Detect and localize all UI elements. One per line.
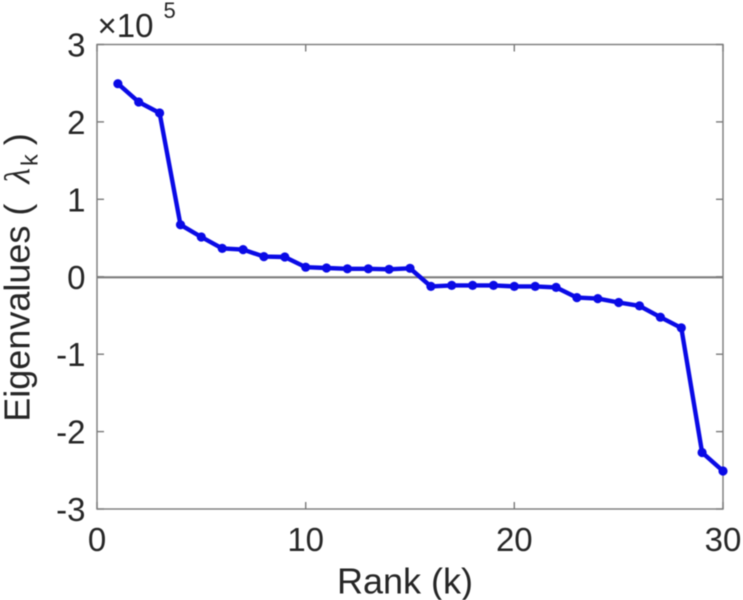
svg-text:30: 30 <box>705 521 742 558</box>
svg-text:0: 0 <box>88 521 106 558</box>
svg-text:20: 20 <box>496 521 533 558</box>
svg-text:5: 5 <box>164 0 176 23</box>
svg-text:10: 10 <box>287 521 324 558</box>
svg-text:×10: ×10 <box>98 7 154 44</box>
svg-text:0: 0 <box>67 259 85 296</box>
svg-text:2: 2 <box>67 104 85 141</box>
svg-text:Rank (k): Rank (k) <box>337 561 473 600</box>
svg-text:-2: -2 <box>56 414 85 451</box>
svg-text:-3: -3 <box>56 491 85 528</box>
svg-text:-1: -1 <box>56 336 85 373</box>
svg-text:1: 1 <box>67 181 85 218</box>
svg-text:3: 3 <box>67 27 85 64</box>
svg-text:Eigenvalues ( λk): Eigenvalues ( λk) <box>0 133 43 421</box>
